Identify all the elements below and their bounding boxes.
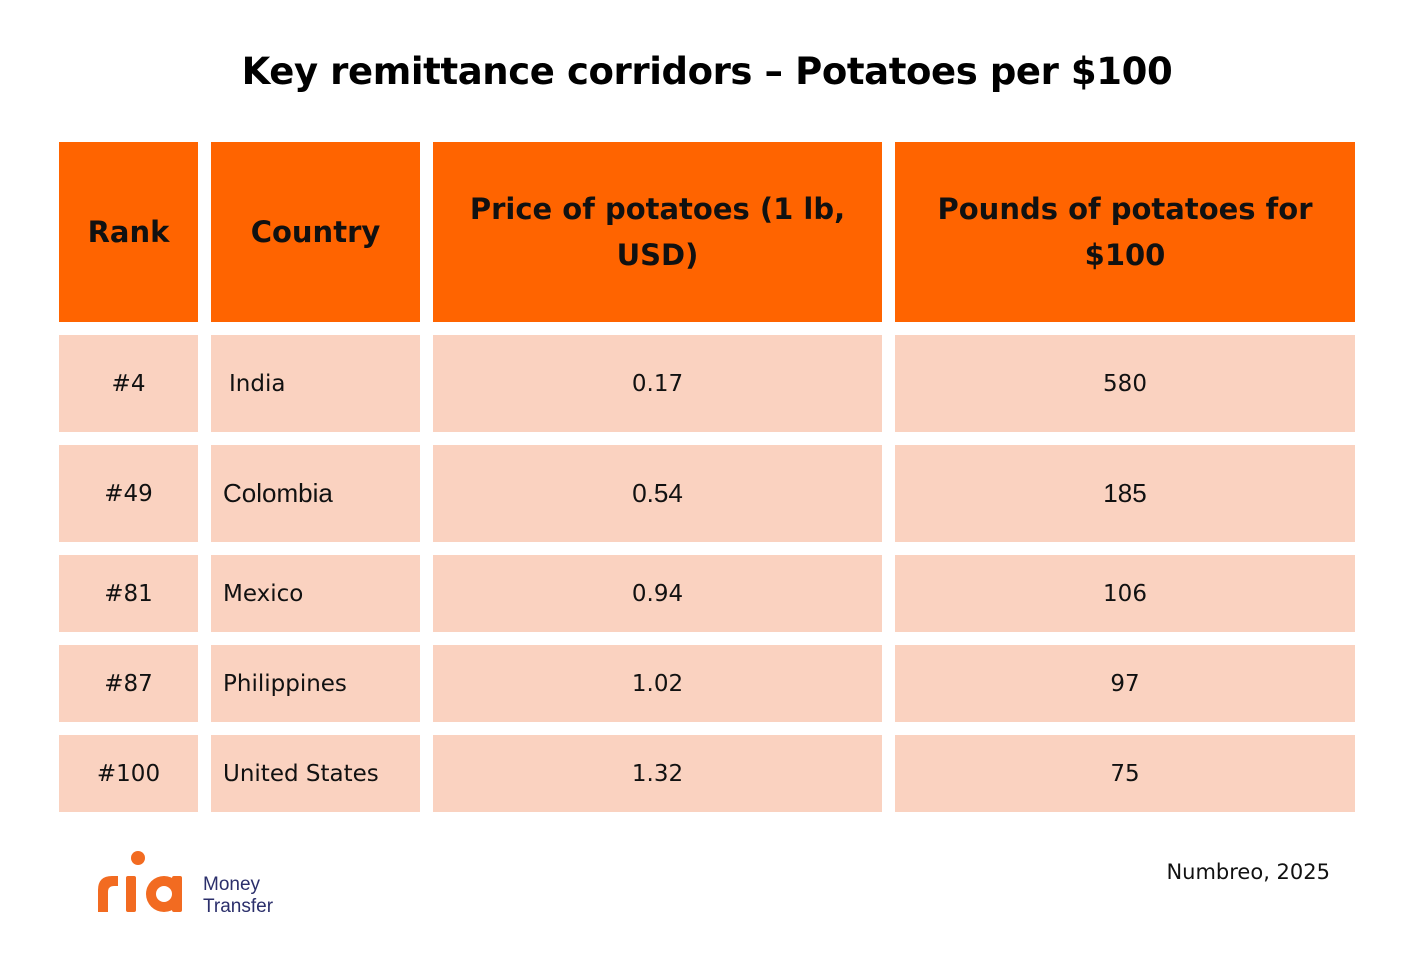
table-cell-country: India [211, 335, 420, 432]
table-cell-rank: #49 [59, 445, 198, 542]
table-cell-pounds: 106 [895, 555, 1355, 632]
header-country: Country [211, 142, 420, 322]
table-cell-pounds: 580 [895, 335, 1355, 432]
table-cell-country: United States [211, 735, 420, 812]
table-cell-rank: #81 [59, 555, 198, 632]
logo-line1: Money [203, 874, 261, 895]
table-cell-rank: #100 [59, 735, 198, 812]
table-cell-country: Mexico [211, 555, 420, 632]
source-note: Numbreo, 2025 [1166, 860, 1330, 884]
table-cell-pounds: 75 [895, 735, 1355, 812]
header-rank: Rank [59, 142, 198, 322]
table-cell-pounds: 185 [895, 445, 1355, 542]
table-cell-country: Colombia [211, 445, 420, 542]
table-cell-country: Philippines [211, 645, 420, 722]
table-cell-rank: #87 [59, 645, 198, 722]
table-cell-price: 1.32 [433, 735, 882, 812]
table-cell-pounds: 97 [895, 645, 1355, 722]
table-cell-price: 0.94 [433, 555, 882, 632]
ria-money-transfer-logo: Money Transfer [98, 851, 274, 917]
table-cell-rank: #4 [59, 335, 198, 432]
table-cell-price: 0.54 [433, 445, 882, 542]
header-pounds: Pounds of potatoes for $100 [895, 142, 1355, 322]
logo-line2: Transfer [203, 896, 274, 917]
chart-title: Key remittance corridors – Potatoes per … [241, 50, 1173, 93]
table-cell-price: 0.17 [433, 335, 882, 432]
table-cell-price: 1.02 [433, 645, 882, 722]
header-price: Price of potatoes (1 lb, USD) [433, 142, 882, 322]
